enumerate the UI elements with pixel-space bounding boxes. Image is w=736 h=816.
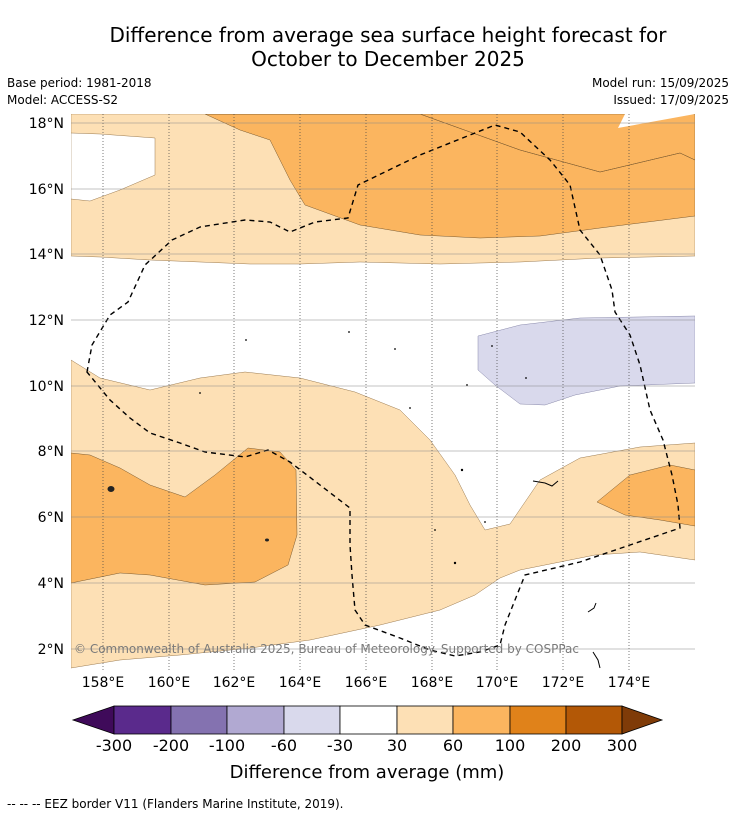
island-marker <box>199 392 201 394</box>
colorbar-tick-label: 30 <box>387 736 407 755</box>
lon-label: 162°E <box>213 675 256 691</box>
island-marker <box>394 348 396 350</box>
lat-label: 8°N <box>38 444 64 460</box>
copyright-text: © Commonwealth of Australia 2025, Bureau… <box>74 642 579 656</box>
eez-border <box>86 124 681 657</box>
island-marker <box>107 486 115 492</box>
colorbar-ticks: -300 -200 -100 -60 -30 30 60 100 200 300 <box>96 736 637 755</box>
contour-30-60-south <box>71 359 695 669</box>
colorbar <box>71 705 664 735</box>
colorbar-segment <box>396 705 454 735</box>
colorbar-segment <box>170 705 228 735</box>
model-label: Model: ACCESS-S2 <box>7 93 119 107</box>
lat-label: 10°N <box>29 379 64 395</box>
island-marker <box>484 521 486 523</box>
eez-legend-text: -- -- -- EEZ border V11 (Flanders Marine… <box>7 797 344 811</box>
island-chain <box>592 651 601 669</box>
colorbar-tick-label: -300 <box>96 736 132 755</box>
lon-label: 160°E <box>148 675 191 691</box>
contour-neg-30-60 <box>477 315 695 406</box>
lat-label: 16°N <box>29 182 64 198</box>
colorbar-title: Difference from average (mm) <box>230 762 505 783</box>
map-plot-area: © Commonwealth of Australia 2025, Bureau… <box>71 114 695 670</box>
lat-label: 12°N <box>29 313 64 329</box>
contour-60-100-north <box>204 114 695 239</box>
island-marker <box>434 529 436 531</box>
island-marker <box>265 538 269 542</box>
colorbar-tick-label: -30 <box>327 736 353 755</box>
island-marker <box>525 377 527 379</box>
colorbar-segment <box>452 705 511 735</box>
colorbar-right-extension <box>621 705 664 735</box>
colorbar-segment <box>565 705 623 735</box>
island-marker <box>245 339 247 341</box>
contour-0-30-north-right <box>618 114 695 128</box>
lon-label: 166°E <box>345 675 388 691</box>
lon-label: 174°E <box>608 675 651 691</box>
lat-label: 4°N <box>38 576 64 592</box>
contour-60-100-south-east <box>596 464 695 527</box>
longitude-labels: 158°E 160°E 162°E 164°E 166°E 168°E 170°… <box>82 675 651 691</box>
contour-60-100-south-west <box>71 447 298 586</box>
latitude-gridlines <box>71 122 695 650</box>
colorbar-left-extension <box>71 705 115 735</box>
colorbar-tick-label: -100 <box>209 736 245 755</box>
lon-label: 164°E <box>279 675 322 691</box>
colorbar-tick-label: 300 <box>607 736 638 755</box>
colorbar-segment <box>509 705 567 735</box>
island-marker <box>466 384 468 386</box>
colorbar-segment <box>113 705 172 735</box>
lat-label: 18°N <box>29 116 64 132</box>
colorbar-segment <box>226 705 285 735</box>
lon-label: 158°E <box>82 675 125 691</box>
island-chain <box>532 480 559 487</box>
lat-label: 14°N <box>29 247 64 263</box>
lon-label: 172°E <box>542 675 585 691</box>
colorbar-segment <box>339 705 398 735</box>
colorbar-segment <box>283 705 341 735</box>
island-marker <box>491 345 493 347</box>
island-marker <box>348 331 350 333</box>
model-run-label: Model run: 15/09/2025 <box>591 76 729 90</box>
lon-label: 168°E <box>411 675 454 691</box>
island-marker <box>460 468 464 472</box>
latitude-labels: 18°N 16°N 14°N 12°N 10°N 8°N 6°N 4°N 2°N <box>29 116 64 658</box>
base-period-label: Base period: 1981-2018 <box>7 76 152 90</box>
issued-label: Issued: 17/09/2025 <box>613 93 729 107</box>
colorbar-tick-label: -200 <box>153 736 189 755</box>
map-title-line-2: October to December 2025 <box>251 47 525 71</box>
colorbar-tick-label: 100 <box>495 736 526 755</box>
lat-label: 2°N <box>38 642 64 658</box>
island-marker <box>453 561 457 565</box>
lon-label: 170°E <box>476 675 519 691</box>
colorbar-tick-label: 200 <box>551 736 582 755</box>
colorbar-tick-label: 60 <box>443 736 463 755</box>
contour-0-30-north-notch <box>71 132 156 202</box>
map-title-line-1: Difference from average sea surface heig… <box>109 23 667 47</box>
lat-label: 6°N <box>38 510 64 526</box>
island-marker <box>409 407 411 409</box>
island-chain <box>587 602 597 613</box>
colorbar-tick-label: -60 <box>271 736 297 755</box>
